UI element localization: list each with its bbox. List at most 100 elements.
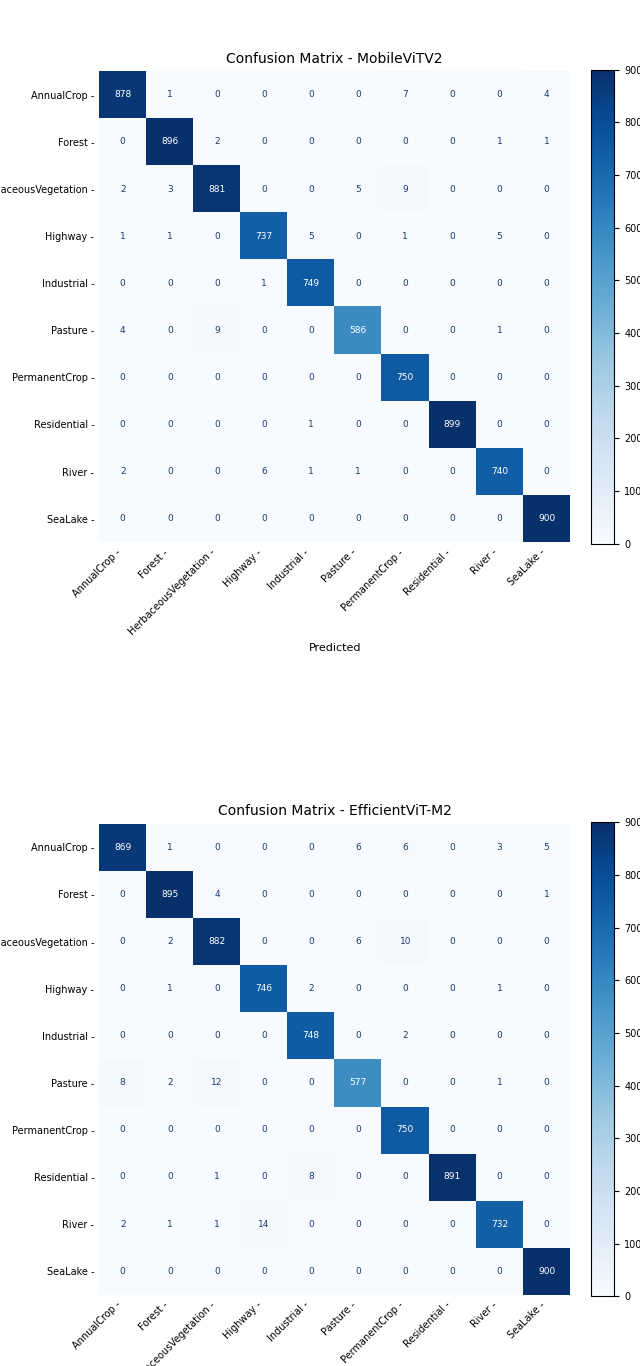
Text: 748: 748 xyxy=(303,1031,319,1040)
Text: 586: 586 xyxy=(349,326,367,335)
Text: 0: 0 xyxy=(403,889,408,899)
Text: 0: 0 xyxy=(167,419,173,429)
Text: 2: 2 xyxy=(308,984,314,993)
Text: 0: 0 xyxy=(120,1172,125,1182)
Text: 7: 7 xyxy=(403,90,408,100)
Text: 0: 0 xyxy=(449,1220,455,1228)
Text: 0: 0 xyxy=(214,373,220,382)
Text: 0: 0 xyxy=(497,937,502,947)
Text: 895: 895 xyxy=(161,889,179,899)
Text: 737: 737 xyxy=(255,232,273,240)
Text: 0: 0 xyxy=(120,279,125,288)
Text: 8: 8 xyxy=(120,1078,125,1087)
Text: 0: 0 xyxy=(497,1266,502,1276)
Text: 1: 1 xyxy=(167,984,173,993)
Text: 0: 0 xyxy=(543,1126,549,1134)
Text: 891: 891 xyxy=(444,1172,461,1182)
Text: 0: 0 xyxy=(214,984,220,993)
Text: 0: 0 xyxy=(261,373,267,382)
Text: 0: 0 xyxy=(543,1078,549,1087)
Text: 1: 1 xyxy=(543,889,549,899)
Text: 0: 0 xyxy=(355,90,361,100)
Text: 0: 0 xyxy=(261,843,267,852)
Text: 2: 2 xyxy=(167,1078,173,1087)
Text: 1: 1 xyxy=(497,1078,502,1087)
Text: 0: 0 xyxy=(497,1031,502,1040)
Text: 878: 878 xyxy=(114,90,131,100)
Text: 0: 0 xyxy=(543,1220,549,1228)
Text: 1: 1 xyxy=(497,138,502,146)
Text: 0: 0 xyxy=(449,937,455,947)
Text: 9: 9 xyxy=(403,184,408,194)
Text: 0: 0 xyxy=(261,514,267,523)
Text: 577: 577 xyxy=(349,1078,367,1087)
Text: 0: 0 xyxy=(497,889,502,899)
Text: 0: 0 xyxy=(497,419,502,429)
Text: 0: 0 xyxy=(261,184,267,194)
Text: 750: 750 xyxy=(397,373,414,382)
Text: 0: 0 xyxy=(120,514,125,523)
Text: 750: 750 xyxy=(397,1126,414,1134)
Text: 0: 0 xyxy=(403,1172,408,1182)
Text: 882: 882 xyxy=(209,937,225,947)
Text: 0: 0 xyxy=(214,514,220,523)
Title: Confusion Matrix - EfficientViT-M2: Confusion Matrix - EfficientViT-M2 xyxy=(218,805,452,818)
Text: 899: 899 xyxy=(444,419,461,429)
Text: 0: 0 xyxy=(167,514,173,523)
Text: 0: 0 xyxy=(261,326,267,335)
Text: 0: 0 xyxy=(355,889,361,899)
Text: 1: 1 xyxy=(403,232,408,240)
Text: 0: 0 xyxy=(308,843,314,852)
Text: 0: 0 xyxy=(403,984,408,993)
Text: 0: 0 xyxy=(403,467,408,477)
Text: 14: 14 xyxy=(259,1220,269,1228)
Text: 0: 0 xyxy=(403,1078,408,1087)
Text: 10: 10 xyxy=(399,937,411,947)
Text: 0: 0 xyxy=(167,373,173,382)
Text: 2: 2 xyxy=(214,138,220,146)
Text: 0: 0 xyxy=(261,1266,267,1276)
Text: 0: 0 xyxy=(543,1031,549,1040)
Text: 0: 0 xyxy=(308,1126,314,1134)
Text: 1: 1 xyxy=(261,279,267,288)
Text: 0: 0 xyxy=(449,279,455,288)
Text: 0: 0 xyxy=(449,514,455,523)
Text: 0: 0 xyxy=(497,373,502,382)
Text: 2: 2 xyxy=(167,937,173,947)
Text: 0: 0 xyxy=(497,184,502,194)
Text: 0: 0 xyxy=(355,514,361,523)
Text: 0: 0 xyxy=(261,937,267,947)
Text: 0: 0 xyxy=(261,1172,267,1182)
Text: 0: 0 xyxy=(308,326,314,335)
Text: 0: 0 xyxy=(261,90,267,100)
Text: 0: 0 xyxy=(543,232,549,240)
Text: 0: 0 xyxy=(308,937,314,947)
Text: 2: 2 xyxy=(120,467,125,477)
Text: 0: 0 xyxy=(449,984,455,993)
Text: 1: 1 xyxy=(214,1220,220,1228)
Text: 0: 0 xyxy=(167,1172,173,1182)
Text: 6: 6 xyxy=(355,937,361,947)
Text: 0: 0 xyxy=(214,843,220,852)
Text: 732: 732 xyxy=(491,1220,508,1228)
Text: 1: 1 xyxy=(543,138,549,146)
Text: 6: 6 xyxy=(261,467,267,477)
Text: 0: 0 xyxy=(449,1266,455,1276)
Text: 0: 0 xyxy=(355,984,361,993)
Text: 2: 2 xyxy=(120,1220,125,1228)
Text: 0: 0 xyxy=(167,467,173,477)
Text: 0: 0 xyxy=(403,279,408,288)
Text: 0: 0 xyxy=(355,1266,361,1276)
Text: 0: 0 xyxy=(449,1126,455,1134)
Text: 5: 5 xyxy=(308,232,314,240)
Text: 0: 0 xyxy=(261,138,267,146)
Text: 0: 0 xyxy=(120,889,125,899)
Text: 5: 5 xyxy=(355,184,361,194)
Text: 0: 0 xyxy=(497,1172,502,1182)
Text: 0: 0 xyxy=(355,1126,361,1134)
Text: 0: 0 xyxy=(167,1126,173,1134)
Text: 8: 8 xyxy=(308,1172,314,1182)
Text: 0: 0 xyxy=(449,184,455,194)
Text: 4: 4 xyxy=(214,889,220,899)
Text: 0: 0 xyxy=(214,1266,220,1276)
